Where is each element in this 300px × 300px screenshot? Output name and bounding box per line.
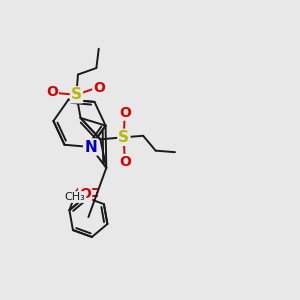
Text: N: N <box>84 140 97 154</box>
Text: O: O <box>119 155 131 169</box>
Text: S: S <box>71 87 82 102</box>
Text: S: S <box>118 130 129 145</box>
Text: O: O <box>46 85 58 99</box>
Text: O: O <box>93 81 105 95</box>
Text: O: O <box>79 187 91 201</box>
Text: O: O <box>119 106 131 120</box>
Text: CH₃: CH₃ <box>65 192 85 202</box>
